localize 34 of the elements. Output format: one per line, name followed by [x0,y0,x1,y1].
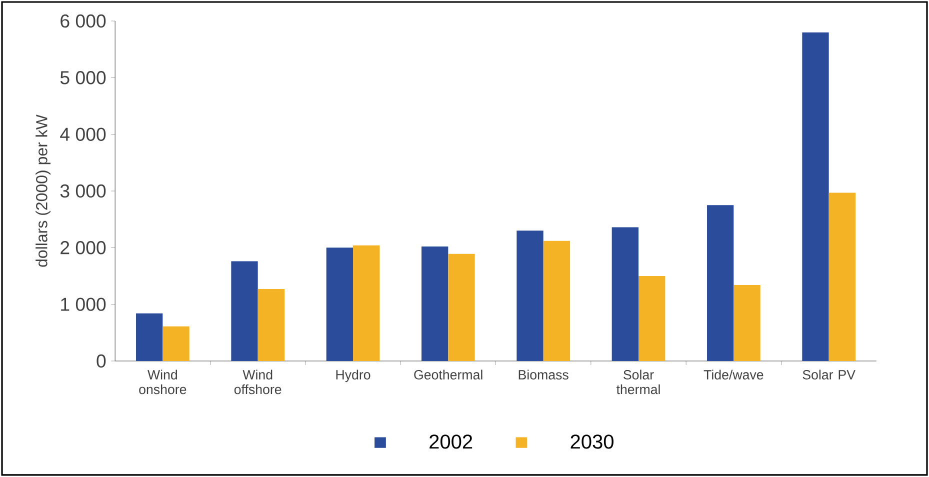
bar [258,289,284,361]
y-tick-label: 1 000 [61,298,106,311]
x-tick-label: Hydro [336,370,370,382]
y-tick-label: 6 000 [60,14,106,28]
y-axis-title: dollars (2000) per kW [36,114,51,267]
bar [828,192,856,361]
y-tick-label: 4 000 [60,128,106,141]
x-tick-label: Wind onshore [139,370,186,394]
bar [353,245,380,361]
legend-label: 2030 [570,434,614,449]
x-tick-label: Wind offshore [234,370,282,394]
bar [448,254,475,361]
bar [231,261,258,361]
y-tick-label: 3 000 [60,184,106,198]
x-tick-label: Solar thermal [616,370,660,394]
bar [162,326,190,361]
x-tick-label: Geothermal [414,370,482,380]
legend-label: 2002 [430,434,472,449]
bar [734,285,760,361]
bar [638,276,666,361]
bar [326,248,353,361]
y-tick-label: 5 000 [60,71,106,84]
bar [516,230,544,361]
bar [802,32,829,361]
bar [422,246,448,361]
x-tick-label: Solar PV [802,370,856,380]
y-tick-label: 2 000 [60,241,106,254]
bar [543,240,570,361]
bar [612,227,638,361]
bar [707,205,734,361]
bar [136,313,163,361]
x-tick-label: Biomass [518,370,568,380]
x-tick-label: Tide/wave [704,370,764,380]
y-tick-label: 0 [96,354,106,368]
